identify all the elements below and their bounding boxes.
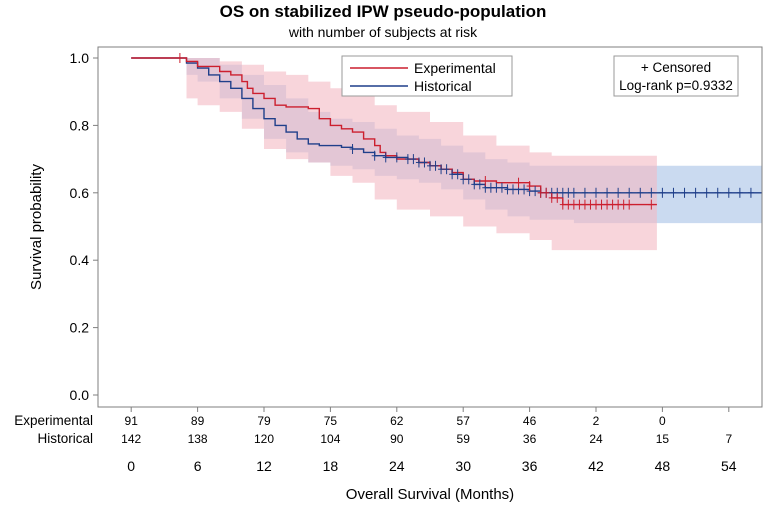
at-risk-row-label: Experimental: [14, 413, 93, 428]
x-tick-label: 0: [127, 458, 135, 474]
at-risk-value: 57: [457, 414, 471, 428]
y-tick-label: 1.0: [70, 50, 90, 66]
legend-label-historical: Historical: [414, 78, 472, 94]
at-risk-value: 79: [257, 414, 271, 428]
legend-label-experimental: Experimental: [414, 60, 496, 76]
y-tick-label: 0.4: [70, 252, 90, 268]
x-tick-label: 12: [256, 458, 272, 474]
at-risk-row-label: Historical: [37, 431, 93, 446]
x-tick-label: 18: [323, 458, 339, 474]
x-axis-label: Overall Survival (Months): [346, 486, 514, 503]
at-risk-value: 75: [324, 414, 338, 428]
chart-subtitle: with number of subjects at risk: [288, 24, 478, 40]
logrank-pvalue: Log-rank p=0.9332: [619, 78, 733, 93]
plot-frame: [97, 46, 763, 408]
legend-box: [341, 55, 513, 97]
y-axis-label: Survival probability: [28, 164, 45, 290]
x-tick-label: 30: [455, 458, 471, 474]
censor-marks: [176, 53, 754, 210]
at-risk-value: 0: [659, 414, 666, 428]
at-risk-value: 89: [191, 414, 205, 428]
x-tick-label: 48: [655, 458, 671, 474]
y-axis: 0.0 0.2 0.4 0.6 0.8 1.0: [70, 50, 98, 403]
y-tick-label: 0.0: [70, 387, 90, 403]
legend: Experimental Historical: [341, 55, 513, 97]
at-risk-value: 2: [593, 414, 600, 428]
x-tick-label: 6: [194, 458, 202, 474]
at-risk-value: 24: [589, 432, 603, 446]
y-tick-label: 0.6: [70, 185, 90, 201]
y-tick-label: 0.8: [70, 117, 90, 133]
at-risk-value: 62: [390, 414, 404, 428]
at-risk-value: 91: [125, 414, 139, 428]
at-risk-value: 142: [121, 432, 141, 446]
confidence-bands: [131, 58, 762, 251]
chart-title: OS on stabilized IPW pseudo-population: [219, 2, 547, 21]
at-risk-value: 138: [188, 432, 208, 446]
at-risk-value: 59: [457, 432, 471, 446]
censor-note-box: [613, 55, 739, 97]
x-tick-label: 54: [721, 458, 737, 474]
at-risk-value: 120: [254, 432, 274, 446]
censored-legend-label: + Censored: [641, 60, 711, 75]
x-axis: 0 6 12 18 24 30 36 42 48 54: [127, 407, 737, 474]
x-tick-label: 36: [522, 458, 538, 474]
at-risk-value: 15: [656, 432, 670, 446]
x-tick-label: 24: [389, 458, 405, 474]
at-risk-value: 90: [390, 432, 404, 446]
ci-band-experimental: [131, 58, 657, 251]
x-tick-label: 42: [588, 458, 604, 474]
at-risk-value: 7: [725, 432, 732, 446]
y-tick-label: 0.2: [70, 320, 90, 336]
at-risk-table: Experimental 91 89 79 75 62 57 46 2 0 Historical 14…: [14, 413, 732, 446]
at-risk-value: 46: [523, 414, 537, 428]
at-risk-value: 104: [320, 432, 340, 446]
censor-note: + Censored Log-rank p=0.9332: [613, 55, 739, 97]
at-risk-value: 36: [523, 432, 537, 446]
